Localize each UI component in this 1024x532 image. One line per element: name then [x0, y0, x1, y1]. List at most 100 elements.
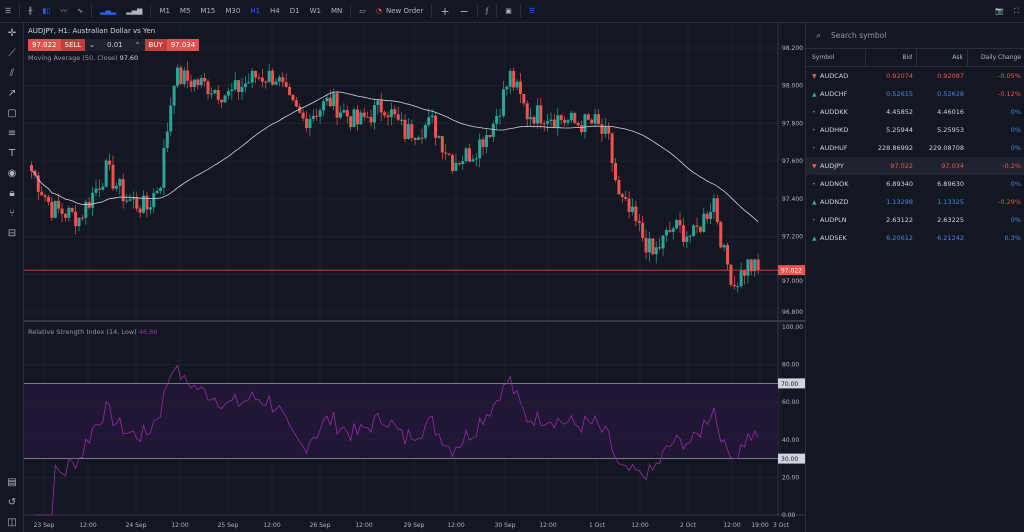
watchlist-row[interactable]: • AUDPLN 2.63122 2.63225 0%: [806, 211, 1024, 229]
eye-icon[interactable]: ◉: [7, 167, 17, 179]
watchlist-row[interactable]: • AUDHUF 228.86992 229.08708 0%: [806, 139, 1024, 157]
watchlist-row[interactable]: • AUDHKD 5.25944 5.25953 0%: [806, 121, 1024, 139]
candle: [182, 70, 186, 85]
col-ask[interactable]: Ask: [917, 49, 968, 67]
timeframe-m5[interactable]: M5: [179, 7, 191, 15]
candle: [471, 159, 475, 162]
channel-icon[interactable]: ⫽: [9, 67, 15, 79]
sell-price[interactable]: 97.022: [28, 39, 61, 51]
volume-icon[interactable]: ▂▄▂: [100, 7, 117, 15]
trendline-icon[interactable]: ⟋: [8, 47, 16, 59]
time-label: 12:00: [539, 522, 556, 529]
watchlist-row[interactable]: • AUDDKK 4.45852 4.46016 0%: [806, 103, 1024, 121]
timeframe-h4[interactable]: H4: [270, 7, 280, 15]
time-label: 12:00: [355, 522, 372, 529]
watchlist-row[interactable]: ▲ AUDCHF 0.52615 0.52628 -0.12%: [806, 85, 1024, 103]
symbol-cell: • AUDPLN: [812, 216, 847, 224]
line-icon[interactable]: 〰: [60, 7, 68, 15]
candle: [257, 77, 261, 79]
lock-icon[interactable]: 🔒︎: [9, 187, 15, 199]
time-label: 26 Sep: [310, 522, 331, 529]
layout-icon[interactable]: ◫: [7, 516, 17, 528]
template-icon[interactable]: ⊟: [7, 227, 17, 239]
candle: [220, 99, 224, 103]
candle: [600, 124, 604, 134]
camera-icon[interactable]: 📷: [995, 7, 1005, 15]
indicators-icon[interactable]: ƒ: [485, 7, 489, 15]
history-icon[interactable]: ↺: [7, 496, 17, 508]
timeframe-h1[interactable]: H1: [250, 7, 261, 15]
col-change[interactable]: Daily Change: [980, 54, 1021, 61]
ask-cell: 6.89630: [937, 180, 964, 188]
screenshot-icon[interactable]: ▭: [359, 7, 366, 15]
col-symbol[interactable]: Symbol: [806, 49, 866, 67]
hamburger-icon[interactable]: ☰: [5, 7, 12, 15]
new-order-button[interactable]: ◔ New Order: [375, 7, 424, 15]
candle: [515, 81, 519, 88]
search-input[interactable]: ⌕ Search symbol: [806, 23, 1024, 49]
time-label: 12:00: [723, 522, 740, 529]
candle: [186, 70, 190, 81]
candle: [597, 114, 601, 125]
lot-increase-icon[interactable]: ⌃: [130, 39, 145, 51]
dot-icon: •: [812, 217, 816, 224]
candle: [57, 200, 61, 209]
candle: [474, 158, 478, 160]
candle: [522, 94, 526, 104]
candle: [237, 80, 241, 93]
lot-decrease-icon[interactable]: ⌄: [85, 39, 100, 51]
window-icon[interactable]: ▣: [505, 7, 512, 15]
timeframe-w1[interactable]: W1: [309, 7, 321, 15]
bid-cell: 2.63122: [886, 216, 913, 224]
candle: [53, 200, 57, 218]
watchlist-header: Symbol Bid Ask Daily Change: [806, 49, 1024, 67]
lot-input[interactable]: 0.01: [99, 39, 131, 51]
col-bid[interactable]: Bid: [866, 49, 917, 67]
candle: [681, 225, 685, 243]
zoom-out-button[interactable]: −: [459, 4, 469, 18]
candle: [702, 213, 706, 232]
fullscreen-icon[interactable]: ⛶: [1014, 6, 1019, 15]
candle: [254, 70, 258, 78]
watchlist-row[interactable]: ▲ AUDSEK 6.20612 6.21242 0.3%: [806, 229, 1024, 247]
candle: [614, 163, 617, 181]
timeframe-mn[interactable]: MN: [330, 7, 343, 15]
candle: [142, 195, 146, 213]
timeframe-m1[interactable]: M1: [159, 7, 170, 15]
area-icon[interactable]: ∿: [77, 7, 84, 15]
timeframe-m30[interactable]: M30: [225, 7, 241, 15]
timeframe-d1[interactable]: D1: [289, 7, 300, 15]
watchlist-row[interactable]: ▼ AUDCAD 0.92074 0.92087 -0.05%: [806, 67, 1024, 85]
zoom-in-button[interactable]: +: [440, 4, 450, 18]
candle: [549, 119, 553, 122]
bar-chart-icon[interactable]: ╫: [28, 7, 33, 15]
bid-cell: 0.92074: [886, 72, 913, 80]
candlestick-icon[interactable]: ▮▯: [42, 7, 51, 15]
buy-price[interactable]: 97.034: [166, 39, 200, 51]
candle: [189, 80, 193, 87]
candle: [715, 198, 719, 222]
watchlist-toggle-icon[interactable]: ☰: [528, 7, 536, 15]
ray-icon[interactable]: ↗: [7, 87, 17, 99]
crosshair-icon[interactable]: ✛: [7, 27, 17, 39]
price-chart[interactable]: 98.200 98.000 97.800 97.600 97.400 97.200 97.0…: [24, 23, 805, 532]
ask-cell: 0.52628: [937, 90, 964, 98]
watchlist-row[interactable]: ▲ AUDNZD 1.13298 1.13325 -0.29%: [806, 193, 1024, 211]
rectangle-icon[interactable]: ▢: [7, 107, 17, 119]
text-icon[interactable]: T: [8, 147, 16, 159]
layers-icon[interactable]: ▤: [7, 476, 17, 488]
candle: [651, 238, 655, 255]
timeframe-m15[interactable]: M15: [200, 7, 216, 15]
fib-icon[interactable]: ≡: [7, 127, 17, 139]
candle: [406, 124, 410, 139]
candle: [641, 222, 645, 238]
tree-icon[interactable]: ⑂: [9, 207, 15, 219]
sell-button[interactable]: SELL: [60, 39, 86, 51]
watchlist-row[interactable]: ▼ AUDJPY 97.022 97.034 -0.2%: [806, 157, 1024, 175]
volume-ma-icon[interactable]: ▂▄▆: [126, 7, 143, 15]
candle: [749, 259, 753, 272]
buy-button[interactable]: BUY: [144, 39, 167, 51]
candle: [355, 109, 359, 125]
watchlist-row[interactable]: • AUDNOK 6.89340 6.89630 0%: [806, 175, 1024, 193]
candle: [451, 155, 455, 172]
